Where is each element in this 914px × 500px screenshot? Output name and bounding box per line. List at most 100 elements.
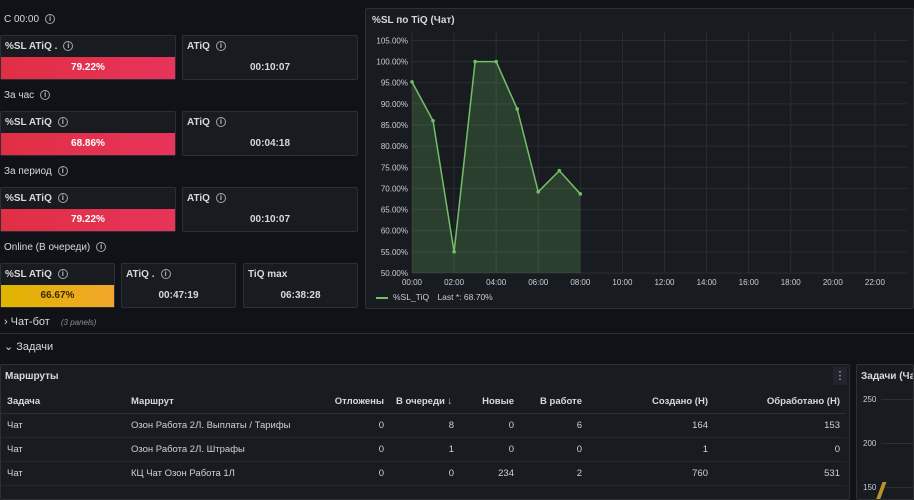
grid-line (881, 487, 913, 488)
series-area (875, 482, 887, 499)
info-icon[interactable]: i (160, 269, 171, 280)
table-row[interactable]: Чат Озон Работа 2Л. Выплаты / Тарифы 0 8 0 6 1… (1, 413, 846, 438)
atiq-today-panel: ATiQ i 00:10:07 (182, 35, 358, 80)
routes-table: Задача Маршрут Отложены В очереди ↓ Новые В р… (1, 391, 846, 486)
info-icon[interactable]: i (57, 166, 68, 177)
table-row[interactable]: Чат КЦ Чат Озон Работа 1Л 0 0 234 2 760 531 (1, 461, 846, 486)
table-cell: 8 (390, 413, 460, 438)
table-cell: 0 (460, 437, 520, 462)
tiq-max-online-panel: TiQ max 06:38:28 (243, 263, 358, 308)
table-cell: 234 (460, 461, 520, 486)
x-tick-label: 10:00 (612, 278, 633, 287)
info-icon[interactable]: i (57, 117, 68, 128)
table-cell: 0 (714, 437, 846, 462)
column-header[interactable]: В работе (520, 391, 588, 414)
table-cell: 153 (714, 413, 846, 438)
info-icon[interactable]: i (96, 242, 107, 253)
row-title: Чат-бот (10, 316, 50, 328)
table-cell: Чат (1, 461, 125, 486)
table-cell: 0 (520, 437, 588, 462)
series-area (412, 61, 581, 273)
column-header[interactable]: Новые (460, 391, 520, 414)
y-tick-label: 105.00% (376, 36, 408, 45)
atiq-value: 00:10:07 (249, 62, 291, 73)
panel-title: %SL ATiQ . (5, 41, 58, 52)
column-header[interactable]: Маршрут (125, 391, 320, 414)
group-header-today: С 00:00 i (4, 14, 56, 25)
row-tasks[interactable]: ⌄ Задачи (4, 340, 53, 353)
chart-title: %SL по TiQ (Чат) (372, 15, 455, 26)
data-point (473, 59, 477, 64)
info-icon[interactable]: i (63, 41, 74, 52)
y-tick-label: 90.00% (381, 100, 408, 109)
y-tick-label: 150 (863, 483, 877, 492)
table-cell: 6 (520, 413, 588, 438)
table-cell: 2 (520, 461, 588, 486)
y-tick-label: 250 (863, 395, 877, 404)
table-cell: Чат (1, 437, 125, 462)
column-header[interactable]: В очереди ↓ (390, 391, 460, 414)
info-icon[interactable]: i (57, 193, 68, 204)
x-tick-label: 00:00 (402, 278, 423, 287)
table-cell: 0 (460, 413, 520, 438)
legend-swatch (376, 296, 388, 299)
x-tick-label: 18:00 (781, 278, 802, 287)
data-point (410, 80, 414, 84)
panel-title: ATiQ (187, 117, 210, 128)
chevron-down-icon: ⌄ (4, 341, 14, 353)
y-tick-label: 50.00% (381, 269, 408, 278)
atiq-period-panel: ATiQ i 00:10:07 (182, 187, 358, 232)
sl-value: 66.67% (1, 285, 114, 307)
routes-panel: Маршруты ⋮ Задача Маршрут Отложены В очеред… (0, 364, 850, 500)
y-tick-label: 65.00% (381, 206, 408, 215)
column-header[interactable]: Создано (Н) (588, 391, 714, 414)
atiq-value: 00:47:19 (158, 290, 199, 301)
y-tick-label: 80.00% (381, 142, 408, 151)
group-header-period: За период i (4, 166, 68, 177)
grid-line (881, 399, 913, 400)
panel-title: ATiQ . (126, 269, 155, 280)
data-point (536, 190, 541, 194)
data-point (557, 168, 562, 173)
atiq-value: 00:04:18 (249, 138, 291, 149)
grid-line (881, 443, 913, 444)
column-header[interactable]: Задача (1, 391, 125, 414)
legend-last-value: Last *: 68.70% (437, 292, 493, 302)
panel-title: TiQ max (248, 269, 288, 280)
data-point (452, 250, 456, 254)
sl-atiq-hour-panel: %SL ATiQ i 68.86% (0, 111, 176, 156)
info-icon[interactable]: i (57, 269, 68, 280)
table-cell: Озон Работа 2Л. Штрафы (125, 437, 320, 462)
y-tick-label: 100.00% (376, 58, 408, 67)
row-divider (0, 333, 914, 334)
atiq-hour-panel: ATiQ i 00:04:18 (182, 111, 358, 156)
x-tick-label: 20:00 (823, 278, 844, 287)
column-header[interactable]: Обработано (Н) (714, 391, 846, 414)
tasks-chart-title: Задачи (Ча (861, 371, 914, 382)
table-cell: Чат (1, 413, 125, 438)
table-cell: КЦ Чат Озон Работа 1Л (125, 461, 320, 486)
sl-value: 79.22% (1, 57, 175, 79)
sl-tiq-chart: 105.00% 100.00% 95.00% 90.00% 85.00% 80.00% 75… (376, 32, 907, 287)
info-icon[interactable]: i (45, 14, 56, 25)
chart-legend[interactable]: %SL_TiQ Last *: 68.70% (376, 292, 493, 302)
table-cell: 0 (320, 413, 390, 438)
row-panel-count: (3 panels) (60, 318, 97, 327)
table-cell: 164 (588, 413, 714, 438)
table-cell: 531 (714, 461, 846, 486)
data-point (431, 118, 435, 123)
row-chatbot[interactable]: › Чат-бот (3 panels) (4, 316, 96, 328)
column-header[interactable]: Отложены (320, 391, 390, 414)
x-tick-label: 16:00 (739, 278, 760, 287)
info-icon[interactable]: i (40, 90, 51, 101)
panel-menu-icon[interactable]: ⋮ (833, 367, 847, 385)
sl-value: 68.86% (1, 133, 175, 155)
y-tick-label: 85.00% (381, 121, 408, 130)
info-icon[interactable]: i (215, 117, 226, 128)
tasks-chart-panel: Задачи (Ча 250 200 150 (856, 364, 914, 500)
x-tick-label: 04:00 (486, 278, 507, 287)
table-row[interactable]: Чат Озон Работа 2Л. Штрафы 0 1 0 0 1 0 (1, 437, 846, 462)
data-point (515, 107, 520, 111)
info-icon[interactable]: i (215, 41, 226, 52)
info-icon[interactable]: i (215, 193, 226, 204)
